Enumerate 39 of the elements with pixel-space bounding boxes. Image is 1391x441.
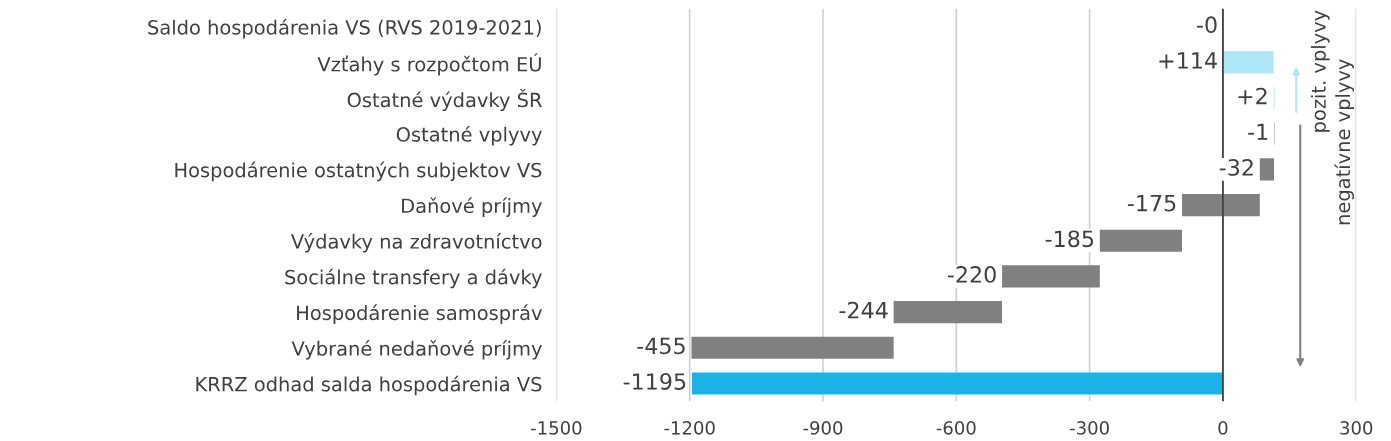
bar (1099, 229, 1183, 252)
data-label: -1195 (623, 373, 686, 390)
y-tick-label: Hospodárenie samospráv (297, 304, 542, 324)
x-tick-label: 0 (1218, 421, 1228, 435)
data-label: -185 (1045, 230, 1094, 248)
data-label: -244 (839, 301, 888, 319)
data-label: +114 (1159, 52, 1217, 69)
x-tick-label: 300 (1340, 421, 1373, 435)
data-label: -32 (1219, 159, 1253, 176)
bar (1002, 265, 1100, 288)
annotation: pozit. vplyvy (1310, 10, 1330, 132)
x-tick-label: -1200 (664, 421, 715, 435)
bar (1259, 158, 1275, 181)
y-tick-label: Vzťahy s rozpočtom EÚ (317, 53, 541, 76)
y-tick-label: Ostatné výdavky ŠR (347, 89, 542, 112)
y-tick-label: Saldo hospodárenia VS (RVS 2019-2021) (148, 18, 541, 39)
bar (691, 336, 894, 359)
y-tick-label: Hospodárenie ostatných subjektov VS (175, 161, 542, 182)
data-label: +2 (1238, 87, 1267, 105)
y-tick-label: Ostatné vplyvy (396, 125, 542, 146)
y-tick-label: Výdavky na zdravotníctvo (291, 232, 542, 253)
x-tick-label: -1500 (531, 421, 582, 435)
y-tick-label: KRRZ odhad salda hospodárenia VS (196, 375, 542, 396)
annotation: negatívne vplyvy (1334, 59, 1355, 225)
data-label: -455 (637, 337, 685, 355)
y-tick-label: Vybrané nedaňové príjmy (291, 340, 542, 360)
bar (1222, 51, 1274, 74)
bar (1182, 194, 1260, 217)
y-tick-label: Sociálne transfery a dávky (285, 268, 542, 289)
y-tick-label: Daňové príjmy (402, 197, 542, 217)
data-label: -1 (1248, 123, 1268, 140)
bar (691, 372, 1223, 395)
x-tick-label: -600 (936, 421, 976, 435)
data-label: -175 (1127, 195, 1176, 212)
data-label: -220 (947, 266, 996, 283)
x-tick-label: -300 (1070, 421, 1109, 435)
x-tick-label: -900 (803, 421, 843, 435)
data-label: -0 (1197, 16, 1217, 34)
bar (893, 301, 1003, 324)
